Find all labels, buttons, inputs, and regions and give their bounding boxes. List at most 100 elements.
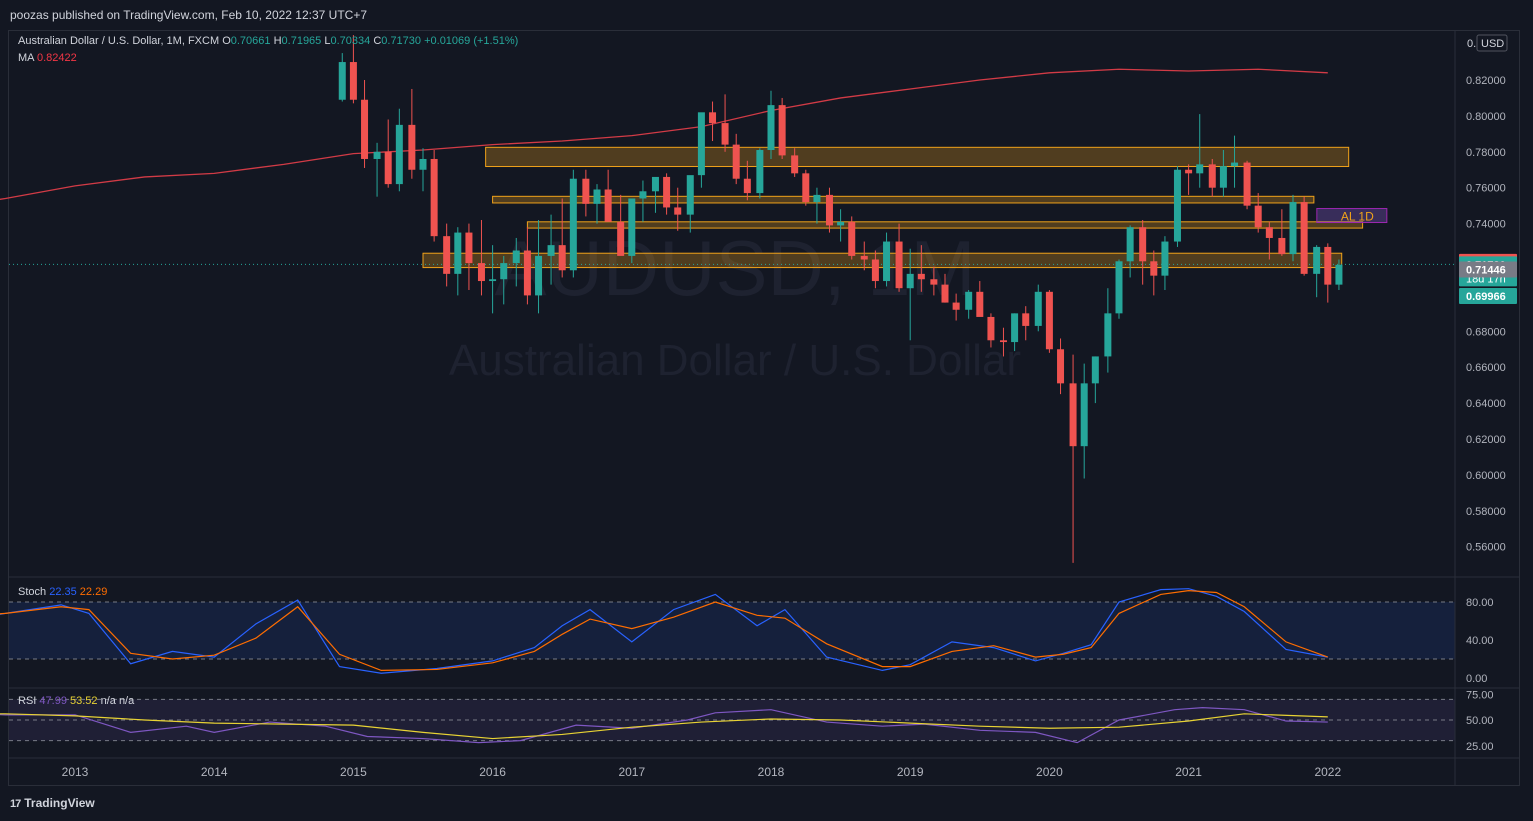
candle-body	[1185, 169, 1193, 174]
tradingview-logo[interactable]: 17 TradingView	[10, 796, 95, 810]
zone-box	[492, 195, 1315, 204]
candle-body	[999, 340, 1007, 343]
candle-body	[732, 144, 740, 179]
candle-body	[535, 255, 543, 296]
legend-l-label: L	[324, 35, 331, 47]
legend-c-label: C	[373, 35, 382, 47]
candle-body	[395, 124, 403, 185]
stoch-d-line	[0, 589, 1329, 672]
candle-body	[1150, 261, 1158, 276]
rsi-tick-label: 25.00	[1466, 741, 1494, 753]
candle-body	[721, 123, 729, 145]
candle-body	[617, 221, 625, 256]
candle-body	[628, 198, 636, 256]
time-tick-label: 2019	[897, 765, 924, 779]
price-tick-label: 0.66000	[1466, 362, 1506, 374]
candle-body	[1219, 166, 1227, 188]
candle-body	[906, 273, 914, 289]
legend-close: 0.71730	[381, 35, 422, 47]
candle-body	[1231, 162, 1239, 167]
candle-body	[547, 245, 555, 256]
time-tick-label: 2018	[758, 765, 785, 779]
rsi-na: n/a n/a	[100, 695, 135, 707]
candle-body	[1011, 313, 1019, 343]
ma-line	[0, 68, 1328, 200]
price-axis[interactable]: 0.820000.800000.780000.760000.740000.720…	[1454, 30, 1506, 786]
legend-change: +0.01069 (+1.51%)	[424, 35, 519, 47]
legend-open: 0.70661	[230, 35, 271, 47]
time-tick-label: 2021	[1175, 765, 1202, 779]
price-tick-label: 0.60000	[1466, 470, 1506, 482]
candle-body	[500, 263, 508, 280]
candle-body	[1313, 246, 1321, 274]
candle-body	[1196, 164, 1204, 174]
price-tick-label: 0.64000	[1466, 398, 1506, 410]
candle-body	[674, 207, 682, 215]
rsi-label: RSI	[18, 695, 37, 707]
price-label-box	[1459, 261, 1517, 278]
candle-body	[848, 221, 856, 256]
candle-body	[709, 112, 717, 124]
time-tick-label: 2015	[340, 765, 367, 779]
candle-body	[361, 99, 369, 159]
price-tick-label: 0.68000	[1466, 326, 1506, 338]
candle-body	[930, 279, 938, 285]
candle-body	[976, 291, 984, 317]
candle-body	[743, 178, 751, 194]
candle-body	[651, 176, 659, 192]
candle-body	[1104, 313, 1112, 357]
candle-body	[860, 255, 868, 260]
zone-tag-box	[1316, 208, 1388, 224]
candle-body	[1161, 241, 1169, 276]
chart-frame[interactable]	[8, 30, 1520, 786]
candle-body	[430, 158, 438, 237]
zone-tag-label: AL 1D	[1341, 210, 1374, 224]
candle-body	[1243, 162, 1251, 206]
candle-body	[1126, 227, 1134, 262]
tradingview-logo-icon: 17	[10, 798, 21, 810]
price-tick-label: 0.56000	[1466, 542, 1506, 554]
candle-body	[569, 178, 577, 271]
candle-body	[825, 194, 833, 226]
stoch-pane	[0, 576, 1519, 674]
time-tick-label: 2013	[62, 765, 89, 779]
candle-body	[489, 279, 497, 282]
time-tick-label: 2022	[1314, 765, 1341, 779]
candle-body	[663, 176, 671, 208]
candle-body	[1300, 202, 1308, 274]
price-tick-label: 0.82000	[1466, 75, 1506, 87]
candle-body	[1139, 227, 1147, 262]
candle-body	[1034, 291, 1042, 326]
price-tick-label: 0.78000	[1466, 147, 1506, 159]
candle-body	[1289, 202, 1297, 255]
rsi-tick-label: 50.00	[1466, 715, 1494, 727]
price-label-value: 0.71446	[1466, 264, 1506, 276]
candle-body	[1022, 313, 1030, 326]
rsi-tick-label: 75.00	[1466, 689, 1494, 701]
ma-value: 0.82422	[36, 52, 77, 64]
candle-body	[802, 173, 810, 203]
candle-body	[686, 175, 694, 215]
legend-high: 0.71965	[281, 35, 322, 47]
candle-body	[987, 316, 995, 341]
candle-body	[523, 250, 531, 296]
candle-body	[373, 151, 381, 159]
footer-brand: TradingView	[24, 796, 95, 810]
candle-body	[593, 189, 601, 204]
time-axis[interactable]: 2013 2014 2015 2016 2017 2018 2019 2020 2021 2022	[62, 765, 1342, 779]
candlestick-series	[338, 35, 1343, 563]
candle-body	[604, 189, 612, 222]
time-tick-label: 2020	[1036, 765, 1063, 779]
candle-body	[349, 62, 357, 100]
ma-label: MA	[18, 52, 34, 64]
candle-body	[1045, 291, 1053, 350]
currency-badge[interactable]	[1476, 34, 1508, 52]
candle-body	[465, 232, 473, 264]
price-tick-label: 0.74000	[1466, 219, 1506, 231]
price-tick-label: 0.58000	[1466, 506, 1506, 518]
candle-body	[1278, 237, 1286, 255]
rsi-line	[0, 707, 1328, 744]
legend-o-label: O	[222, 35, 231, 47]
